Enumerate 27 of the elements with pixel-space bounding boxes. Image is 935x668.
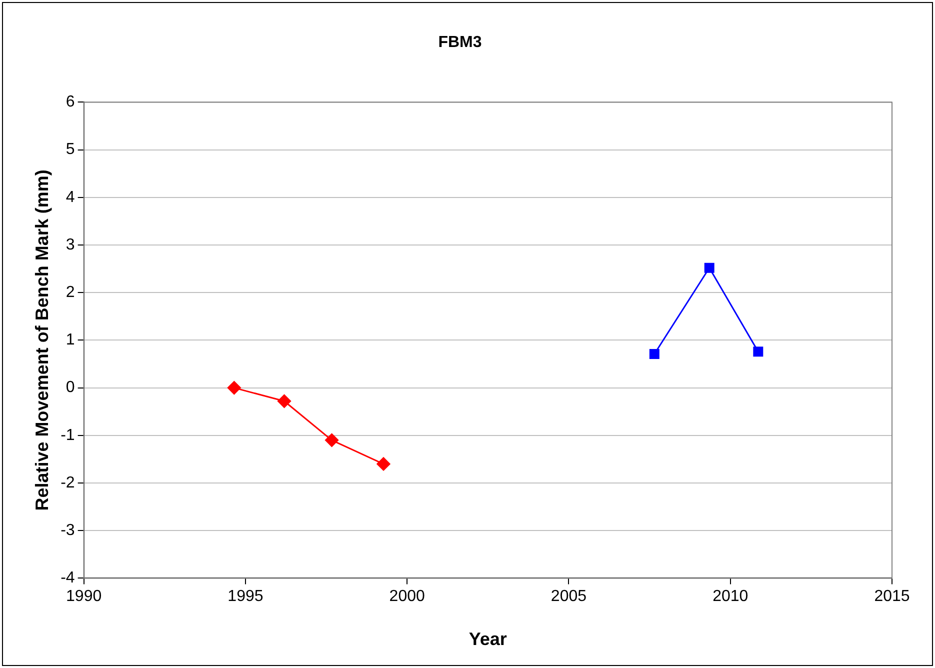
point [278,394,292,408]
x-tick-label: 1990 [66,588,102,606]
x-tick-label: 2010 [712,588,748,606]
x-tick-label: 1995 [228,588,264,606]
chart-title: FBM3 [438,34,482,52]
y-tick-label: -4 [60,570,75,587]
point [325,433,339,447]
x-tick-label: 2000 [389,588,425,606]
point [649,349,660,359]
point [753,346,764,357]
y-axis-title: Relative Movement of Bench Mark (mm) [32,170,52,511]
y-tick-label: 1 [66,332,75,349]
point [704,262,714,273]
point [227,381,241,395]
y-tick-label: -1 [60,426,75,444]
y-tick-label: 6 [66,94,75,111]
y-tick-label: 2 [66,284,75,302]
x-tick-label: 2015 [874,588,910,606]
y-tick-label: 5 [66,141,75,158]
point [376,457,390,471]
y-tick-label: -2 [60,474,75,492]
y-tick-label: 4 [66,188,75,206]
x-axis-title: Year [468,629,507,650]
x-tick-label: 2005 [550,588,587,606]
y-tick-label: 3 [66,236,75,254]
y-tick-label: 0 [66,379,75,396]
y-tick-label: -3 [60,522,75,540]
